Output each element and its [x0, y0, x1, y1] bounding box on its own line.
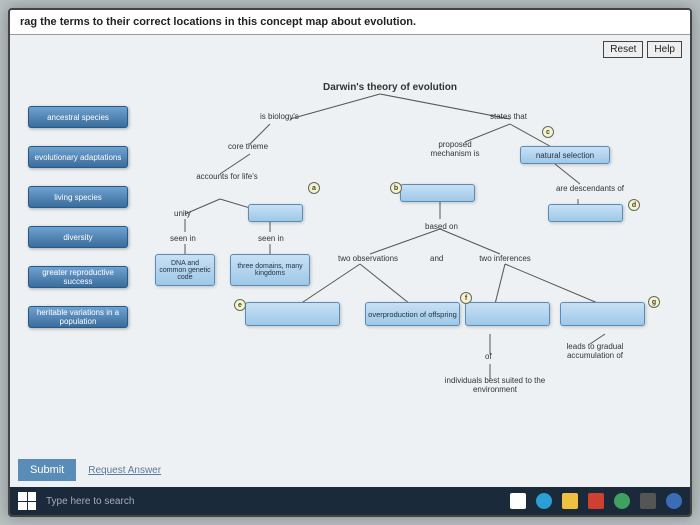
- node-based-on: based on: [425, 222, 458, 231]
- windows-start-icon[interactable]: [18, 492, 36, 510]
- node-three-domains: three domains, many kingdoms: [230, 254, 310, 286]
- concept-map-area: Darwin's theory of evolution is biology'…: [10, 64, 690, 454]
- marker-b: b: [390, 182, 402, 194]
- term-diversity[interactable]: diversity: [28, 226, 128, 248]
- help-button[interactable]: Help: [647, 41, 682, 58]
- node-core-theme: core theme: [228, 142, 268, 151]
- marker-g: g: [648, 296, 660, 308]
- taskbar-search[interactable]: Type here to search: [46, 496, 134, 507]
- marker-d: d: [628, 199, 640, 211]
- store-icon[interactable]: [588, 493, 604, 509]
- node-of: of: [485, 352, 492, 361]
- app-icon-1[interactable]: [614, 493, 630, 509]
- node-natural-selection: natural selection: [520, 146, 610, 164]
- marker-a: a: [308, 182, 320, 194]
- drop-a-box[interactable]: [248, 204, 303, 222]
- drop-g-box[interactable]: [560, 302, 645, 326]
- node-seen-in-1: seen in: [170, 234, 196, 243]
- term-heritable-variations-in-a-population[interactable]: heritable variations in a population: [28, 306, 128, 328]
- node-are-descendants: are descendants of: [550, 184, 630, 193]
- node-and: and: [430, 254, 443, 263]
- node-best-suited: individuals best suited to the environme…: [440, 376, 550, 394]
- drop-e-box[interactable]: [245, 302, 340, 326]
- drop-d-box[interactable]: [548, 204, 623, 222]
- taskbar-icon[interactable]: [510, 493, 526, 509]
- term-greater-reproductive-success[interactable]: greater reproductive success: [28, 266, 128, 288]
- node-seen-in-2: seen in: [258, 234, 284, 243]
- marker-e: e: [234, 299, 246, 311]
- title-node: Darwin's theory of evolution: [310, 82, 470, 93]
- node-leads-to: leads to gradual accumulation of: [550, 342, 640, 360]
- instruction-bar: rag the terms to their correct locations…: [10, 10, 690, 35]
- node-states-that: states that: [490, 112, 527, 121]
- term-ancestral-species[interactable]: ancestral species: [28, 106, 128, 128]
- term-evolutionary-adaptations[interactable]: evolutionary adaptations: [28, 146, 128, 168]
- node-overproduction: overproduction of offspring: [365, 302, 460, 326]
- node-is-biology: is biology's: [260, 112, 299, 121]
- submit-button[interactable]: Submit: [18, 459, 76, 481]
- node-accounts: accounts for life's: [182, 172, 272, 181]
- node-proposed: proposed mechanism is: [420, 140, 490, 158]
- drop-b-box[interactable]: [400, 184, 475, 202]
- term-living-species[interactable]: living species: [28, 186, 128, 208]
- node-two-obs: two observations: [328, 254, 408, 263]
- request-answer-link[interactable]: Request Answer: [88, 465, 161, 476]
- taskbar: Type here to search: [10, 487, 690, 515]
- app-icon-3[interactable]: [666, 493, 682, 509]
- node-dna: DNA and common genetic code: [155, 254, 215, 286]
- edge-icon[interactable]: [536, 493, 552, 509]
- node-two-inf: two inferences: [465, 254, 545, 263]
- reset-button[interactable]: Reset: [603, 41, 643, 58]
- explorer-icon[interactable]: [562, 493, 578, 509]
- node-unity: unity: [174, 209, 191, 218]
- drop-f-box[interactable]: [465, 302, 550, 326]
- app-icon-2[interactable]: [640, 493, 656, 509]
- marker-c: c: [542, 126, 554, 138]
- marker-f: f: [460, 292, 472, 304]
